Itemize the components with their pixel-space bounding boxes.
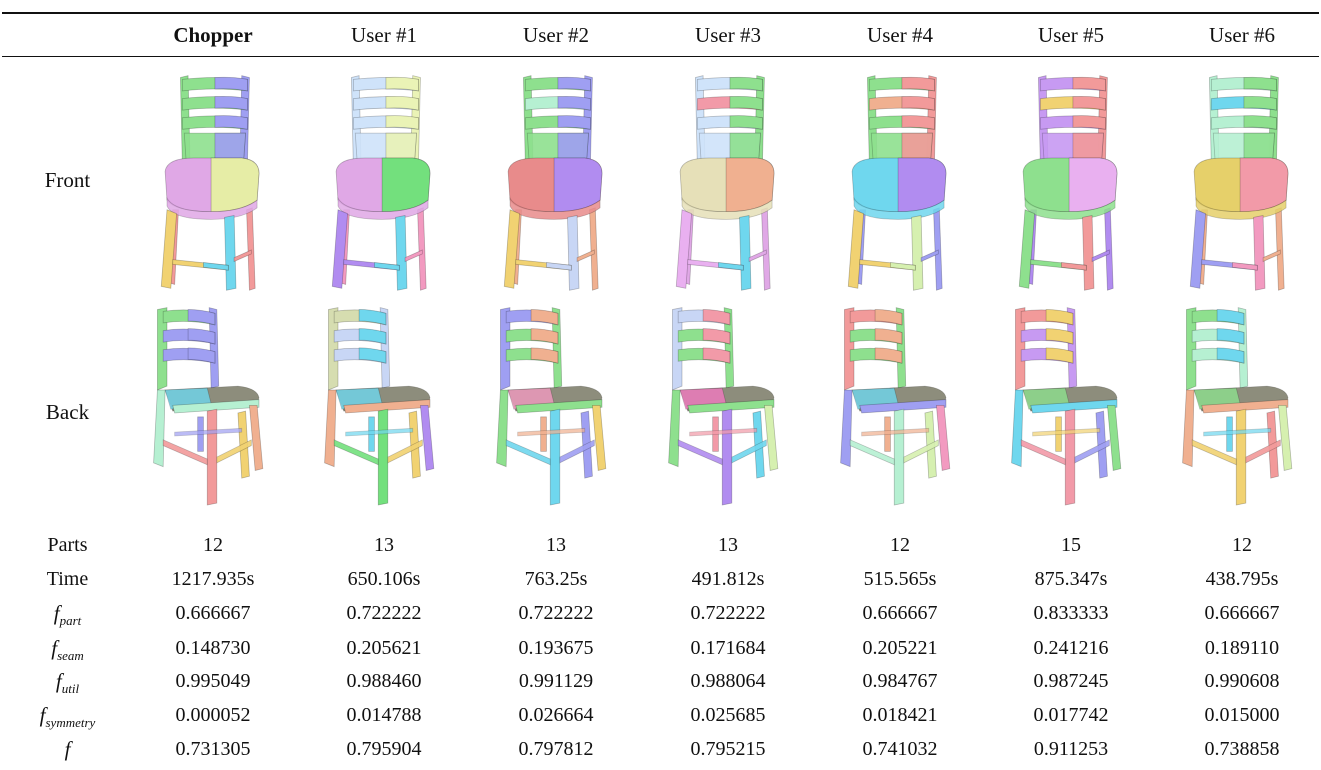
chair-render — [847, 75, 947, 291]
metric-value-f-part-2: 0.722222 — [518, 602, 594, 624]
metric-value-parts-4: 12 — [890, 534, 910, 556]
metric-value-f-part-1: 0.722222 — [346, 602, 422, 624]
chair-back-user1 — [314, 298, 454, 528]
metric-value-f-seam-3: 0.171684 — [690, 637, 766, 659]
metric-value-time-2: 763.25s — [524, 568, 588, 590]
metric-value-f-2: 0.797812 — [518, 738, 594, 760]
chair-render — [331, 75, 431, 291]
column-header-user3: User #3 — [695, 23, 761, 47]
metric-label-f-util: futil — [55, 669, 80, 696]
column-header-user1: User #1 — [351, 23, 417, 47]
column-header-user5: User #5 — [1038, 23, 1104, 47]
metric-value-f-seam-5: 0.241216 — [1033, 637, 1109, 659]
row-label-back: Back — [45, 400, 90, 424]
metric-value-f-seam-4: 0.205221 — [862, 637, 938, 659]
chair-back-user2 — [486, 298, 626, 528]
metric-value-parts-0: 12 — [203, 534, 223, 556]
column-header-chopper: Chopper — [173, 23, 253, 47]
metric-label-parts: Parts — [47, 534, 88, 556]
metric-value-f-0: 0.731305 — [175, 738, 251, 760]
chair-render — [1182, 307, 1293, 506]
row-label-front: Front — [44, 168, 91, 192]
metric-value-f-seam-6: 0.189110 — [1204, 637, 1280, 659]
metric-value-f-util-2: 0.991129 — [518, 670, 594, 692]
metric-value-f-symmetry-5: 0.017742 — [1033, 704, 1109, 726]
column-header-user4: User #4 — [867, 23, 933, 47]
chair-back-user3 — [658, 298, 798, 528]
metric-value-f-util-4: 0.984767 — [862, 670, 938, 692]
chair-render — [840, 307, 951, 506]
metric-value-f-symmetry-3: 0.025685 — [690, 704, 766, 726]
metric-value-f-util-5: 0.987245 — [1033, 670, 1109, 692]
metric-value-f-symmetry-1: 0.014788 — [346, 704, 422, 726]
chair-render — [503, 75, 603, 291]
metric-value-time-4: 515.565s — [863, 568, 937, 590]
metric-value-f-symmetry-2: 0.026664 — [518, 704, 594, 726]
chair-render — [153, 307, 264, 506]
column-header-user2: User #2 — [523, 23, 589, 47]
metric-label-f-symmetry: fsymmetry — [39, 703, 96, 730]
chair-front-user2 — [486, 66, 626, 296]
metric-value-parts-6: 12 — [1232, 534, 1252, 556]
metric-label-f-part: fpart — [53, 601, 82, 628]
metric-value-f-part-5: 0.833333 — [1033, 602, 1109, 624]
metric-value-f-part-4: 0.666667 — [862, 602, 938, 624]
metric-value-time-5: 875.347s — [1034, 568, 1108, 590]
metric-value-f-symmetry-4: 0.018421 — [862, 704, 938, 726]
metric-value-time-3: 491.812s — [691, 568, 765, 590]
chair-render — [1011, 307, 1122, 506]
metric-value-f-part-0: 0.666667 — [175, 602, 251, 624]
metric-value-f-util-0: 0.995049 — [175, 670, 251, 692]
metric-value-parts-5: 15 — [1061, 534, 1081, 556]
metric-label-time: Time — [46, 568, 89, 590]
chair-back-user4 — [830, 298, 970, 528]
metric-value-parts-3: 13 — [718, 534, 738, 556]
chair-render — [160, 75, 260, 291]
metric-value-f-part-6: 0.666667 — [1204, 602, 1280, 624]
table-top-rule — [2, 12, 1319, 14]
chair-render — [1018, 75, 1118, 291]
chair-render — [324, 307, 435, 506]
chair-back-chopper — [143, 298, 283, 528]
metric-value-f-util-3: 0.988064 — [690, 670, 766, 692]
metric-value-f-3: 0.795215 — [690, 738, 766, 760]
metric-value-f-5: 0.911253 — [1033, 738, 1109, 760]
chair-front-user4 — [830, 66, 970, 296]
metric-value-time-0: 1217.935s — [171, 568, 255, 590]
metric-value-f-util-6: 0.990608 — [1204, 670, 1280, 692]
chair-front-chopper — [143, 66, 283, 296]
metric-value-time-1: 650.106s — [347, 568, 421, 590]
chair-back-user5 — [1001, 298, 1141, 528]
chair-front-user1 — [314, 66, 454, 296]
metric-value-f-seam-2: 0.193675 — [518, 637, 594, 659]
chair-render — [1189, 75, 1289, 291]
chair-render — [675, 75, 775, 291]
metric-value-f-1: 0.795904 — [346, 738, 422, 760]
table-header-rule — [2, 56, 1319, 57]
metric-value-f-seam-0: 0.148730 — [175, 637, 251, 659]
chair-front-user3 — [658, 66, 798, 296]
chair-back-user6 — [1172, 298, 1312, 528]
chair-render — [668, 307, 779, 506]
metric-value-parts-2: 13 — [546, 534, 566, 556]
column-header-user6: User #6 — [1209, 23, 1275, 47]
metric-value-f-util-1: 0.988460 — [346, 670, 422, 692]
chair-front-user6 — [1172, 66, 1312, 296]
metric-value-f-seam-1: 0.205621 — [346, 637, 422, 659]
metric-value-f-6: 0.738858 — [1204, 738, 1280, 760]
chair-front-user5 — [1001, 66, 1141, 296]
metric-value-f-4: 0.741032 — [862, 738, 938, 760]
metric-value-time-6: 438.795s — [1205, 568, 1279, 590]
metric-value-f-symmetry-0: 0.000052 — [175, 704, 251, 726]
metric-value-parts-1: 13 — [374, 534, 394, 556]
metric-value-f-part-3: 0.722222 — [690, 602, 766, 624]
metric-label-f: f — [64, 737, 71, 761]
metric-label-f-seam: fseam — [51, 636, 84, 663]
chair-render — [496, 307, 607, 506]
metric-value-f-symmetry-6: 0.015000 — [1204, 704, 1280, 726]
